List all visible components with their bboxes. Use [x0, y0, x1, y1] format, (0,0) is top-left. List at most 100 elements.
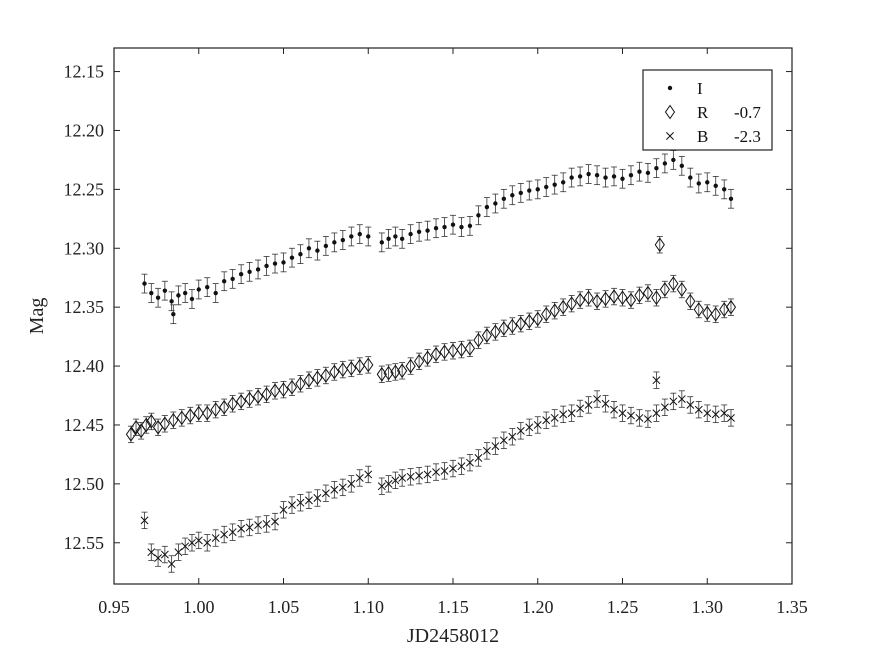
- data-point: [264, 263, 269, 269]
- data-point: [549, 303, 560, 319]
- error-bar: [399, 362, 406, 380]
- data-point: [449, 464, 457, 473]
- series-B: [140, 371, 735, 573]
- data-point: [457, 462, 466, 471]
- data-point: [125, 427, 137, 442]
- data-point: [685, 293, 696, 309]
- data-point: [174, 548, 183, 557]
- data-point: [703, 409, 712, 418]
- data-point: [271, 517, 279, 526]
- data-point: [693, 302, 704, 317]
- data-point: [366, 234, 371, 239]
- error-bar: [348, 359, 355, 378]
- data-point: [705, 180, 710, 185]
- error-bar: [133, 418, 140, 436]
- data-point: [447, 343, 459, 359]
- data-point: [230, 276, 235, 282]
- error-bar: [314, 369, 321, 387]
- data-point: [238, 271, 244, 277]
- data-point: [550, 413, 559, 422]
- data-point: [228, 528, 237, 537]
- data-point: [688, 175, 693, 180]
- data-point: [464, 341, 476, 356]
- series-R: [125, 236, 737, 444]
- data-point: [608, 289, 620, 304]
- data-point: [364, 470, 373, 479]
- data-point: [386, 236, 391, 242]
- data-point: [662, 161, 668, 166]
- data-point: [659, 282, 670, 297]
- data-point: [146, 414, 157, 429]
- data-point: [456, 342, 467, 357]
- error-bar: [543, 305, 550, 323]
- data-point: [618, 409, 627, 418]
- data-point: [620, 176, 625, 181]
- data-point: [162, 288, 168, 293]
- data-point: [625, 292, 637, 308]
- error-bar: [195, 404, 202, 422]
- error-bar: [627, 291, 634, 309]
- error-bar: [416, 352, 423, 371]
- data-point: [237, 524, 246, 533]
- error-bar: [517, 315, 524, 333]
- data-point: [515, 316, 526, 332]
- data-point: [627, 411, 635, 420]
- legend-offset-B: -2.3: [734, 127, 761, 146]
- data-point: [176, 410, 187, 426]
- legend-marker-B: [666, 132, 674, 140]
- data-point: [296, 498, 305, 507]
- data-point: [713, 183, 718, 189]
- data-point: [601, 399, 610, 408]
- error-bar: [272, 382, 279, 400]
- data-point: [518, 190, 523, 196]
- data-point: [559, 410, 568, 419]
- data-point: [586, 171, 591, 177]
- data-point: [405, 358, 416, 374]
- data-point: [430, 346, 442, 362]
- data-point: [651, 290, 662, 306]
- error-bar: [322, 366, 329, 385]
- data-point: [645, 170, 651, 176]
- error-bar: [551, 302, 558, 320]
- data-point: [147, 548, 156, 557]
- error-bar: [695, 300, 702, 319]
- error-bar: [619, 289, 626, 307]
- error-bar: [492, 323, 499, 341]
- data-point: [727, 413, 735, 422]
- data-point: [722, 187, 727, 192]
- data-point: [167, 560, 176, 568]
- data-point: [213, 290, 218, 296]
- error-bar: [577, 291, 584, 309]
- data-point: [591, 293, 603, 309]
- error-bar: [424, 349, 431, 367]
- data-point: [196, 287, 201, 292]
- error-bar: [170, 411, 177, 429]
- error-bar: [385, 364, 392, 382]
- data-point: [149, 290, 154, 296]
- x-tick-label: 1.00: [183, 597, 215, 617]
- error-bar: [458, 340, 465, 359]
- data-point: [652, 376, 661, 385]
- data-point: [532, 311, 543, 327]
- data-point: [210, 402, 221, 418]
- data-point: [525, 423, 534, 432]
- error-bar: [500, 319, 507, 338]
- data-point: [320, 368, 331, 383]
- x-tick-label: 1.25: [607, 597, 639, 617]
- data-point: [194, 536, 203, 545]
- legend-label-R: R: [697, 103, 709, 122]
- data-point: [141, 417, 152, 433]
- x-tick-label: 1.30: [692, 597, 724, 617]
- error-bar: [483, 326, 490, 345]
- data-point: [660, 403, 669, 412]
- data-point: [459, 224, 464, 230]
- data-point: [340, 237, 346, 243]
- error-bar: [238, 392, 245, 411]
- data-point: [363, 357, 374, 373]
- error-bar: [433, 345, 440, 363]
- error-bar: [305, 371, 312, 389]
- data-point: [710, 306, 721, 322]
- legend-marker-I: [667, 85, 673, 91]
- data-point: [423, 470, 432, 479]
- error-bar: [661, 280, 668, 299]
